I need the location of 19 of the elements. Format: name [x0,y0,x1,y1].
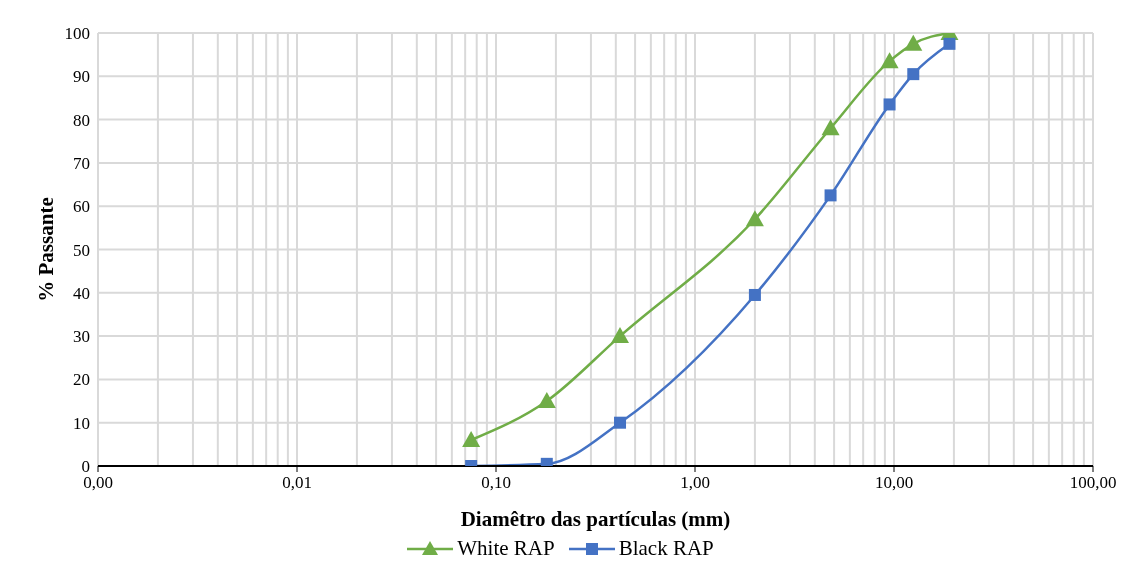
x-axis-title: Diamêtro das partículas (mm) [460,507,731,531]
y-tick-label: 90 [73,67,90,87]
legend-label: White RAP [457,536,555,561]
y-tick-label: 20 [73,370,90,390]
y-tick-label: 70 [73,153,90,173]
y-tick-label: 40 [73,283,90,303]
y-tick-label: 60 [73,197,90,217]
x-tick-label: 100,00 [1069,473,1117,492]
y-tick-label: 100 [64,24,90,44]
y-axis-title: % Passante [34,197,59,302]
x-tick-label: 0,01 [282,473,312,492]
x-tick-label: 0,10 [481,473,511,492]
y-tick-label: 80 [73,110,90,130]
x-tick-label: 10,00 [874,473,914,492]
legend-label: Black RAP [618,536,714,561]
y-tick-label: 10 [73,413,90,433]
y-tick-label: 50 [73,240,90,260]
x-tick-label: 1,00 [680,473,710,492]
y-tick-label: 30 [73,327,90,347]
